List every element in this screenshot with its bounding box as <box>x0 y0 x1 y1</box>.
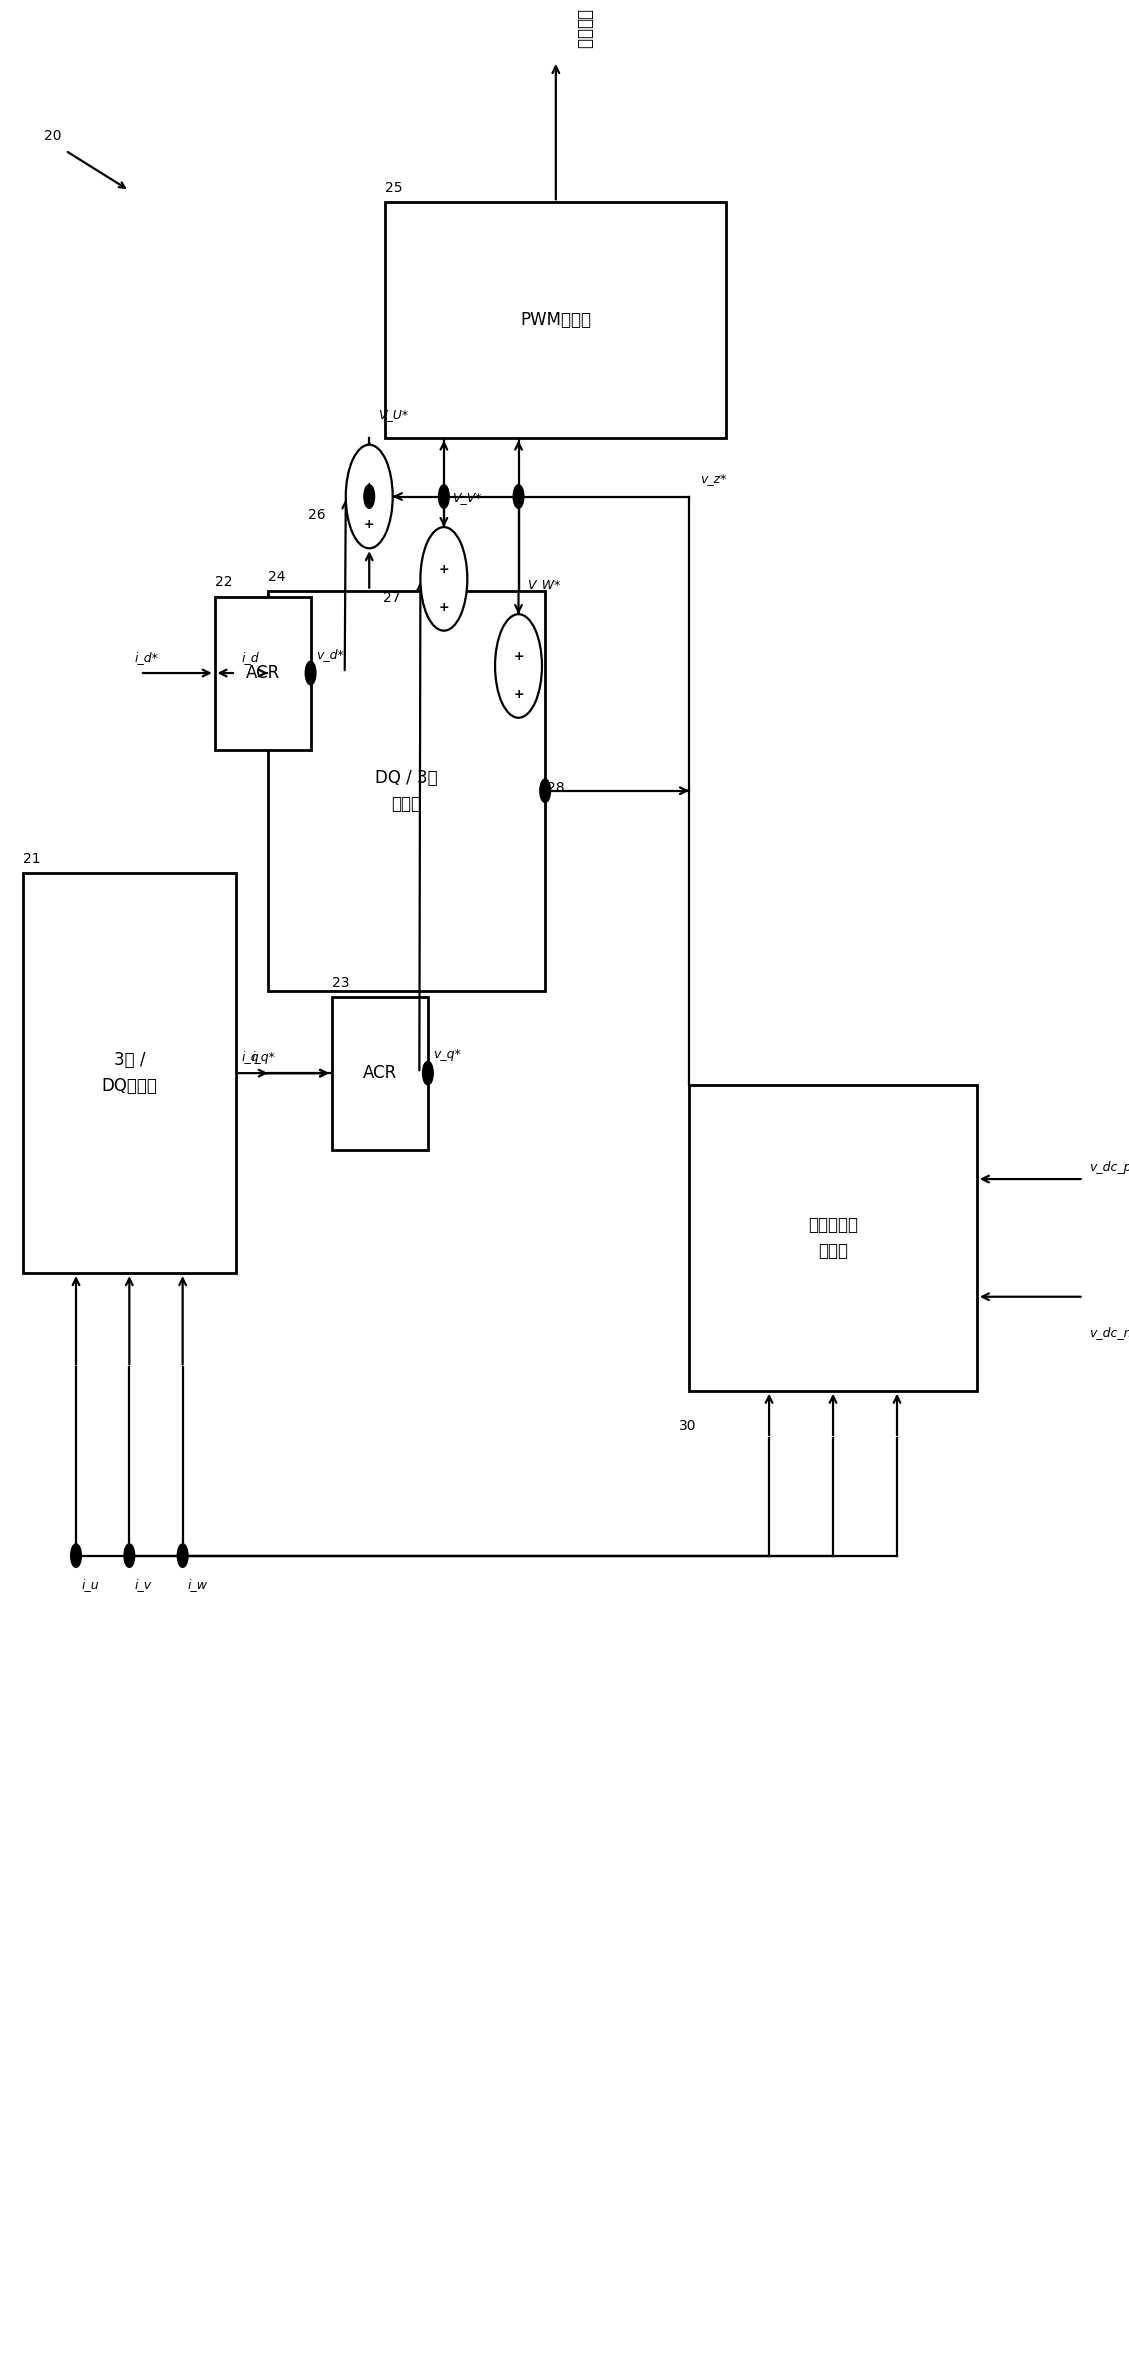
Text: V_U*: V_U* <box>378 407 408 422</box>
Text: i_q: i_q <box>242 1052 259 1064</box>
Text: 21: 21 <box>23 853 41 867</box>
Text: v_dc_n: v_dc_n <box>1089 1327 1129 1338</box>
Text: v_z*: v_z* <box>700 471 726 486</box>
Circle shape <box>540 779 551 803</box>
Circle shape <box>345 445 393 547</box>
Bar <box>332 997 428 1149</box>
Circle shape <box>514 486 524 509</box>
Text: 选通信号: 选通信号 <box>575 9 593 50</box>
Text: 3相 /
DQ转换部: 3相 / DQ转换部 <box>102 1052 157 1094</box>
Text: 28: 28 <box>548 782 564 796</box>
Circle shape <box>420 528 467 630</box>
Text: +: + <box>364 519 375 531</box>
Text: i_q*: i_q* <box>252 1052 275 1064</box>
Circle shape <box>305 661 316 685</box>
Text: i_d: i_d <box>242 651 259 663</box>
Text: i_w: i_w <box>187 1578 208 1592</box>
Text: V_V*: V_V* <box>453 490 482 505</box>
Bar <box>385 201 726 438</box>
Text: +: + <box>514 687 524 701</box>
Bar <box>23 874 236 1272</box>
Text: 20: 20 <box>44 130 62 145</box>
Text: v_dc_p: v_dc_p <box>1089 1161 1129 1175</box>
Text: PWM控制部: PWM控制部 <box>520 310 592 329</box>
Circle shape <box>124 1545 134 1568</box>
Circle shape <box>422 1061 434 1085</box>
Text: 24: 24 <box>268 569 286 583</box>
Text: +: + <box>438 564 449 576</box>
Text: v_q*: v_q* <box>434 1049 461 1061</box>
Circle shape <box>495 614 542 718</box>
Text: 中性点电位
控制部: 中性点电位 控制部 <box>808 1215 858 1260</box>
Text: ACR: ACR <box>245 663 280 682</box>
Bar <box>215 597 310 749</box>
Text: 27: 27 <box>383 590 401 604</box>
Text: V_W*: V_W* <box>527 578 560 590</box>
Text: 26: 26 <box>308 509 326 524</box>
Text: +: + <box>438 602 449 614</box>
Bar <box>689 1085 977 1391</box>
Text: +: + <box>514 649 524 663</box>
Text: ACR: ACR <box>362 1064 397 1083</box>
Text: v_d*: v_d* <box>316 649 343 661</box>
Text: DQ / 3相
转换部: DQ / 3相 转换部 <box>375 768 438 813</box>
Circle shape <box>71 1545 81 1568</box>
Circle shape <box>364 486 375 509</box>
Text: i_d*: i_d* <box>134 651 158 663</box>
Text: +: + <box>364 481 375 493</box>
Bar <box>268 590 545 990</box>
Text: 23: 23 <box>332 976 349 990</box>
Circle shape <box>177 1545 187 1568</box>
Text: 30: 30 <box>679 1419 695 1433</box>
Text: 25: 25 <box>385 182 403 194</box>
Text: i_v: i_v <box>134 1578 151 1592</box>
Text: i_u: i_u <box>81 1578 99 1592</box>
Circle shape <box>438 486 449 509</box>
Text: 22: 22 <box>215 576 233 590</box>
